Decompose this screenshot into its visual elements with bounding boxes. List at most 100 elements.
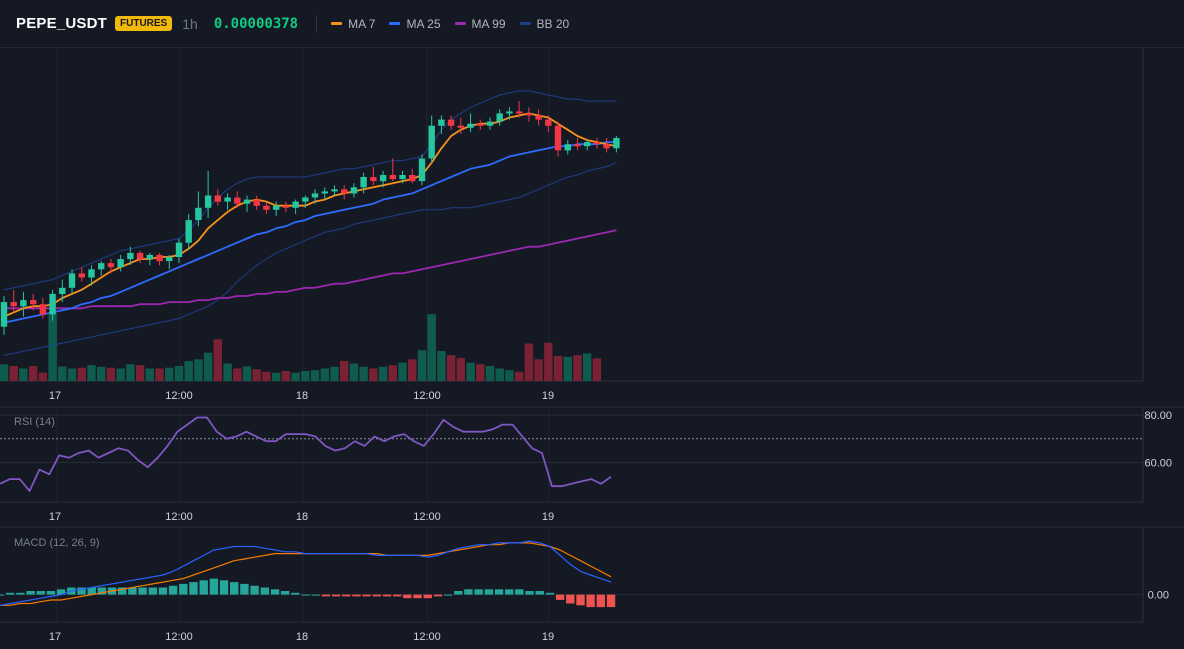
macd-histogram-bar [240,583,249,595]
interval-selector[interactable]: 1h [182,15,198,32]
rsi-title: RSI (14) [14,416,55,428]
volume-bar [116,368,125,381]
rsi-line [0,416,612,492]
candle-body [457,125,464,128]
macd-histogram-bar [301,594,310,596]
macd-histogram-bar [393,594,402,597]
time-axis-label: 19 [542,390,554,402]
candle-body [136,252,144,260]
legend-bb20[interactable]: BB 20 [519,16,570,31]
volume-bar [553,356,563,381]
candle-body [311,193,319,198]
legend-ma7[interactable]: MA 7 [331,17,375,31]
volume-bar [242,366,252,381]
candle-body [360,177,367,188]
candle-body [292,201,299,208]
time-axis-label: 18 [296,511,308,523]
candle-body [146,254,153,259]
macd-title: MACD (12, 26, 9) [14,537,100,549]
candle-body [496,113,503,122]
volume-bar [446,355,456,381]
bb-lower-line [3,162,617,356]
time-axis-label: 12:00 [413,511,441,523]
rsi-tick-label: 80.00 [1144,410,1172,422]
candle-body [59,287,66,294]
time-axis-label: 12:00 [165,511,193,523]
candle-body [545,119,552,126]
candle-body [399,175,406,180]
volume-bar [515,371,524,381]
volume-bar [456,358,465,381]
macd-histogram-bar [179,583,188,595]
candle-body [428,125,435,159]
macd-histogram-bar [46,591,56,595]
macd-histogram-bar [545,592,555,595]
legend-ma25[interactable]: MA 25 [389,17,441,31]
ma7-swatch [331,22,343,25]
macd-histogram-bar [352,594,361,597]
candle-body [214,195,221,202]
candle-body [379,175,387,182]
macd-histogram-bar [168,585,178,595]
candle-body [593,142,601,145]
legend-bb20-label: BB 20 [536,16,570,31]
ma99-swatch [454,22,466,25]
volume-bar [184,361,193,381]
candle-body [535,115,542,120]
macd-histogram-bar [586,594,595,608]
volume-bar [233,368,242,381]
macd-histogram-bar [26,591,35,595]
macd-histogram-bar [0,594,5,596]
volume-bar [9,366,18,381]
candle-body [438,119,445,126]
candle-body [273,205,280,210]
candle-body [370,177,377,182]
volume-bar [87,365,96,381]
volume-bar [213,339,222,381]
time-axis-label: 12:00 [165,390,193,402]
volume-bar [505,370,514,381]
volume-bar [340,361,349,381]
candle-body [282,205,290,208]
chart-header: PEPE_USDT FUTURES 1h 0.00000378 MA 7 MA … [0,0,1184,48]
futures-badge: FUTURES [115,16,173,31]
macd-histogram-bar [219,580,229,595]
macd-histogram-bar [576,594,585,606]
macd-histogram-bar [331,594,341,597]
ma25-swatch [389,22,401,25]
volume-bar [0,364,9,381]
time-axis-label: 18 [296,631,308,643]
candle-body [331,189,338,192]
volume-bar [349,363,359,381]
volume-bar [485,366,495,381]
time-axis-label: 19 [542,631,554,643]
volume-bar [203,352,213,381]
symbol-name[interactable]: PEPE_USDT [16,15,107,32]
candle-body [78,273,85,278]
candle-body [234,197,241,204]
candle-body [0,302,8,327]
macd-histogram-bar [423,594,432,599]
volume-bar [174,366,184,381]
macd-histogram-bar [515,589,524,595]
rsi-tick-label: 60.00 [1144,457,1172,469]
volume-bar [398,362,407,381]
volume-bar [466,362,475,381]
macd-histogram-bar [270,589,280,595]
volume-bar [437,351,446,381]
macd-signal-line [0,542,612,606]
macd-histogram-bar [413,594,422,599]
macd-histogram-bar [382,594,392,597]
macd-histogram-bar [494,589,504,595]
macd-histogram-bar [209,578,219,595]
candle-body [107,263,115,268]
candle-body [418,158,426,182]
candle-body [486,121,494,126]
volume-bar [369,368,378,381]
volume-bar [476,364,485,381]
macd-histogram-bar [321,594,331,597]
volume-bar [165,367,174,381]
candle-body [447,119,455,126]
legend-ma99[interactable]: MA 99 [454,17,506,31]
